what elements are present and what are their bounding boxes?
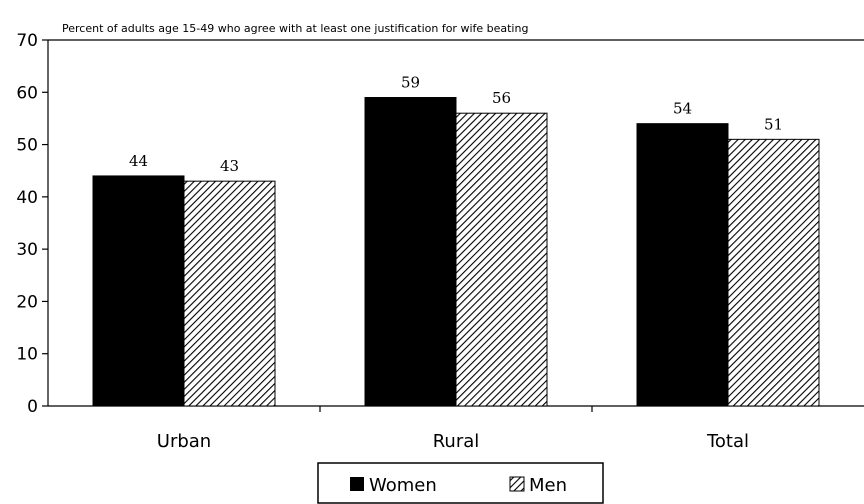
data-label-women-total: 54 (673, 100, 692, 118)
x-category-label: Total (706, 431, 749, 452)
bar-men-rural (455, 112, 548, 407)
x-category-label: Rural (433, 431, 480, 452)
data-label-men-urban: 43 (220, 157, 239, 175)
legend: Women Men (317, 462, 604, 504)
data-label-women-urban: 44 (129, 152, 148, 170)
legend-frame (317, 462, 604, 504)
y-tick-label: 60 (16, 83, 38, 103)
y-tick-label: 40 (16, 188, 38, 208)
y-tick-label: 30 (16, 240, 38, 260)
bar-men-total (727, 138, 820, 407)
legend-label-women: Women (369, 475, 437, 496)
chart-title: Percent of adults age 15-49 who agree wi… (62, 22, 528, 35)
legend-swatch-men (509, 476, 525, 492)
y-tick-label: 20 (16, 292, 38, 312)
y-tick-label: 50 (16, 136, 38, 156)
plot-area: 0 10 20 30 40 50 60 70 44 43 Urban 59 56 Rural 54 51 Tot… (16, 31, 864, 452)
legend-label-men: Men (529, 475, 567, 496)
y-tick-label: 70 (16, 31, 38, 51)
y-tick-label: 10 (16, 345, 38, 365)
bar-women-rural (364, 97, 457, 407)
legend-swatch-women (350, 477, 364, 491)
data-label-women-rural: 59 (401, 74, 420, 92)
bar-women-urban (92, 175, 185, 407)
data-label-men-rural: 56 (492, 89, 511, 107)
bar-women-total (636, 123, 729, 407)
y-tick-label: 0 (27, 397, 38, 417)
data-label-men-total: 51 (764, 115, 783, 133)
bar-men-urban (183, 180, 276, 407)
x-category-label: Urban (157, 431, 211, 452)
